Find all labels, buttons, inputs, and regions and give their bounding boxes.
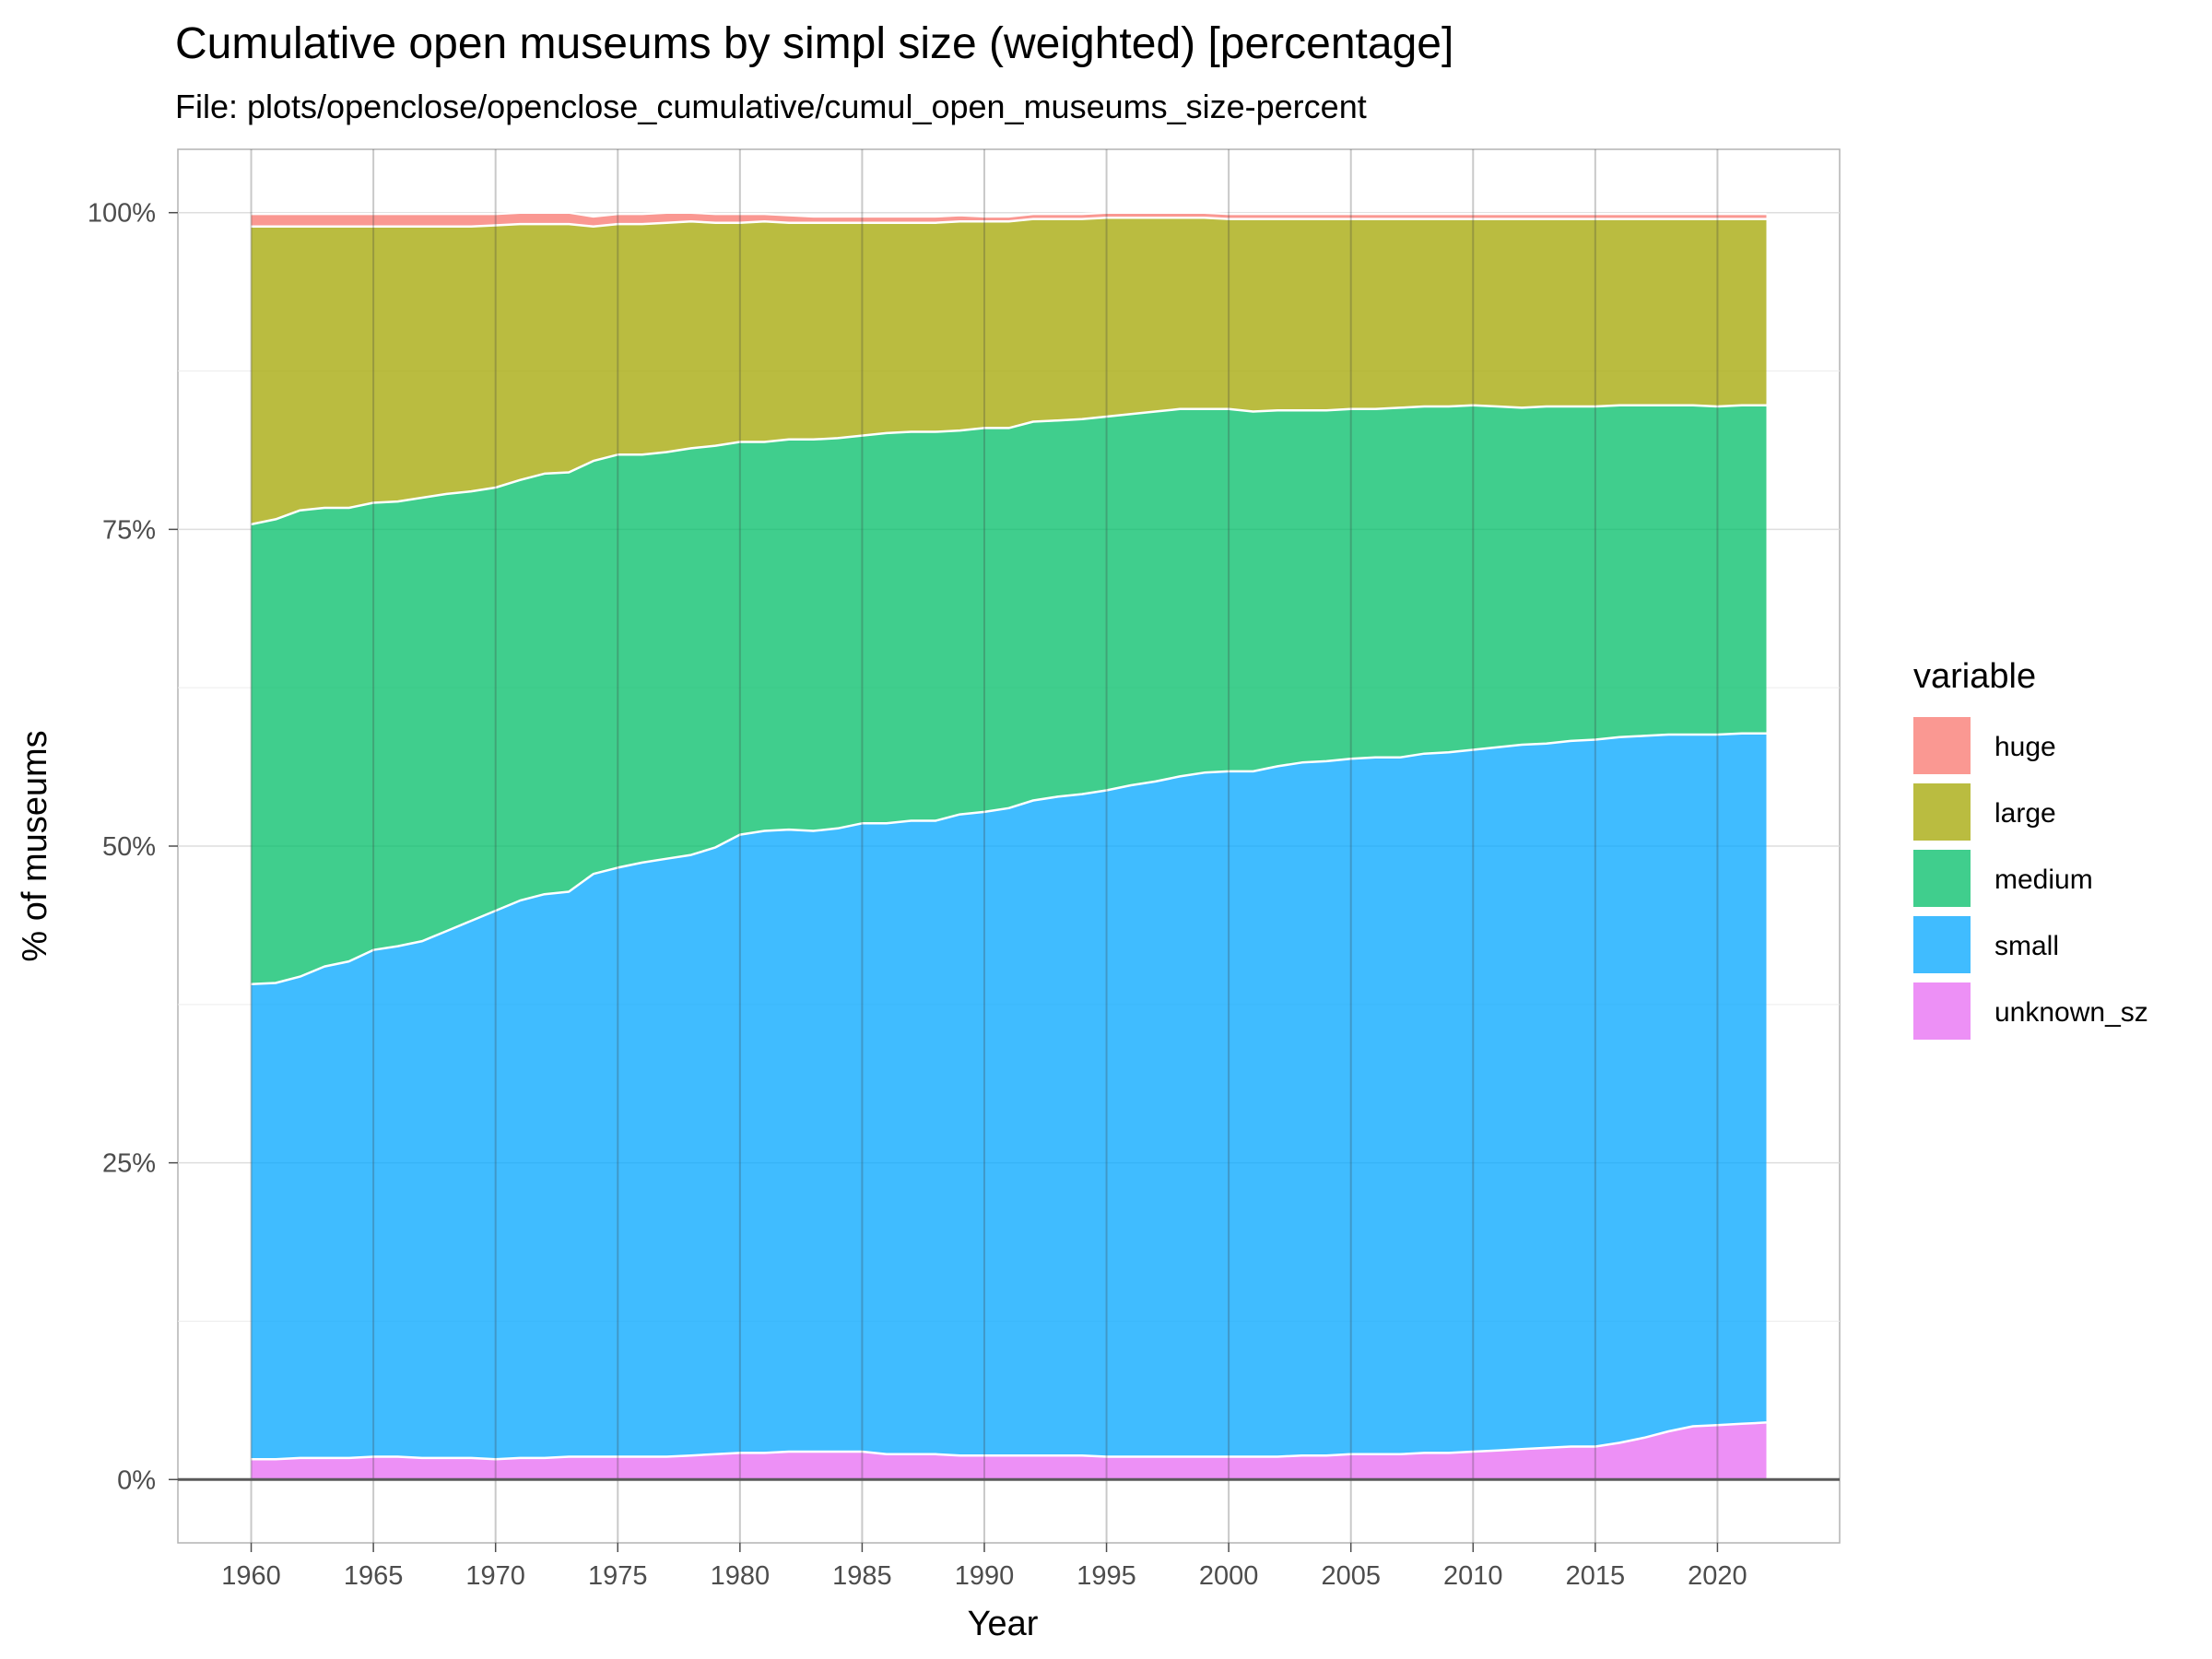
x-tick-label: 1970 (465, 1561, 525, 1591)
x-tick-label: 1985 (832, 1561, 892, 1591)
legend-label-large: large (1994, 798, 2056, 829)
x-tick-label: 1980 (711, 1561, 771, 1591)
legend-label-medium: medium (1994, 865, 2093, 895)
area-outline-small (251, 732, 1767, 986)
legend: variable huge large medium small unknown_sz (1913, 657, 2148, 1040)
area-medium (251, 405, 1767, 984)
y-tick-label: 0% (117, 1465, 156, 1495)
x-tick-label: 2020 (1688, 1561, 1747, 1591)
x-tick-label: 1975 (588, 1561, 648, 1591)
y-tick-label: 25% (102, 1149, 156, 1179)
legend-swatch-medium (1913, 850, 1971, 907)
y-axis-title: % of museums (16, 730, 54, 961)
legend-title: variable (1913, 657, 2036, 696)
area-outline-huge (251, 211, 1767, 218)
area-small (251, 733, 1767, 1460)
legend-swatch-large (1913, 783, 1971, 841)
x-tick-label: 2010 (1443, 1561, 1503, 1591)
chart-subtitle: File: plots/openclose/openclose_cumulati… (175, 88, 1367, 125)
x-tick-label: 1960 (221, 1561, 281, 1591)
y-tick-label: 50% (102, 832, 156, 862)
x-tick-label: 2000 (1199, 1561, 1259, 1591)
legend-swatch-huge (1913, 717, 1971, 774)
x-tick-label: 1965 (344, 1561, 404, 1591)
area-outline-large (251, 216, 1767, 229)
y-tick-label: 100% (88, 199, 156, 229)
overlay-layer (178, 149, 1840, 1543)
legend-swatch-unknown-sz (1913, 982, 1971, 1040)
x-tick-label: 1990 (955, 1561, 1015, 1591)
x-tick-label: 2015 (1566, 1561, 1626, 1591)
chart-title: Cumulative open museums by simpl size (w… (175, 19, 1454, 68)
y-tick-label: 75% (102, 515, 156, 545)
legend-label-unknown-sz: unknown_sz (1994, 997, 2148, 1028)
area-large (251, 218, 1767, 524)
legend-label-small: small (1994, 931, 2059, 961)
legend-swatch-small (1913, 916, 1971, 973)
legend-label-huge: huge (1994, 732, 2056, 762)
axis-layer: 0% 25% 50% 75% 100% 1960 1965 1970 1975 1980 1985 1… (88, 199, 1747, 1591)
area-outline-medium (251, 404, 1767, 526)
area-unknown-sz (251, 1422, 1767, 1480)
x-tick-label: 1995 (1077, 1561, 1136, 1591)
x-axis-title: Year (968, 1605, 1039, 1643)
area-outline-unknown-sz (251, 1421, 1767, 1461)
area-layer (251, 211, 1767, 1480)
x-tick-label: 2005 (1321, 1561, 1381, 1591)
